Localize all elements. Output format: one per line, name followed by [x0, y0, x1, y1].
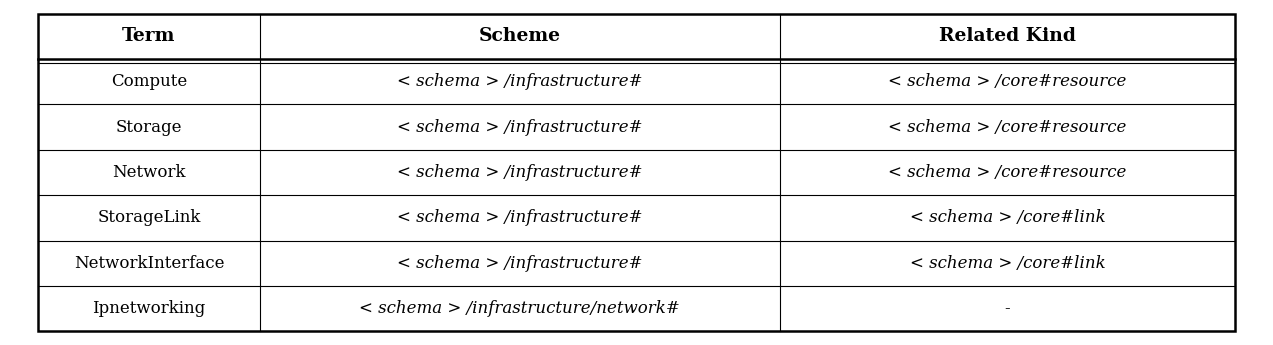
Text: < schema > /infrastructure#: < schema > /infrastructure# [397, 119, 643, 136]
Text: Related Kind: Related Kind [939, 28, 1076, 46]
Text: Ipnetworking: Ipnetworking [92, 300, 205, 317]
Text: < schema > /infrastructure/network#: < schema > /infrastructure/network# [359, 300, 680, 317]
Text: < schema > /core#resource: < schema > /core#resource [889, 164, 1127, 181]
Text: < schema > /core#resource: < schema > /core#resource [889, 73, 1127, 90]
Text: < schema > /core#link: < schema > /core#link [910, 209, 1105, 226]
Text: < schema > /infrastructure#: < schema > /infrastructure# [397, 209, 643, 226]
Text: Compute: Compute [111, 73, 187, 90]
Text: Storage: Storage [116, 119, 182, 136]
Text: < schema > /infrastructure#: < schema > /infrastructure# [397, 73, 643, 90]
Text: < schema > /core#link: < schema > /core#link [910, 255, 1105, 272]
Text: < schema > /core#resource: < schema > /core#resource [889, 119, 1127, 136]
Text: Scheme: Scheme [479, 28, 561, 46]
Text: < schema > /infrastructure#: < schema > /infrastructure# [397, 255, 643, 272]
Text: < schema > /infrastructure#: < schema > /infrastructure# [397, 164, 643, 181]
Text: -: - [1004, 300, 1011, 317]
Text: NetworkInterface: NetworkInterface [74, 255, 224, 272]
Text: Term: Term [122, 28, 176, 46]
Text: StorageLink: StorageLink [97, 209, 201, 226]
Text: Network: Network [112, 164, 186, 181]
